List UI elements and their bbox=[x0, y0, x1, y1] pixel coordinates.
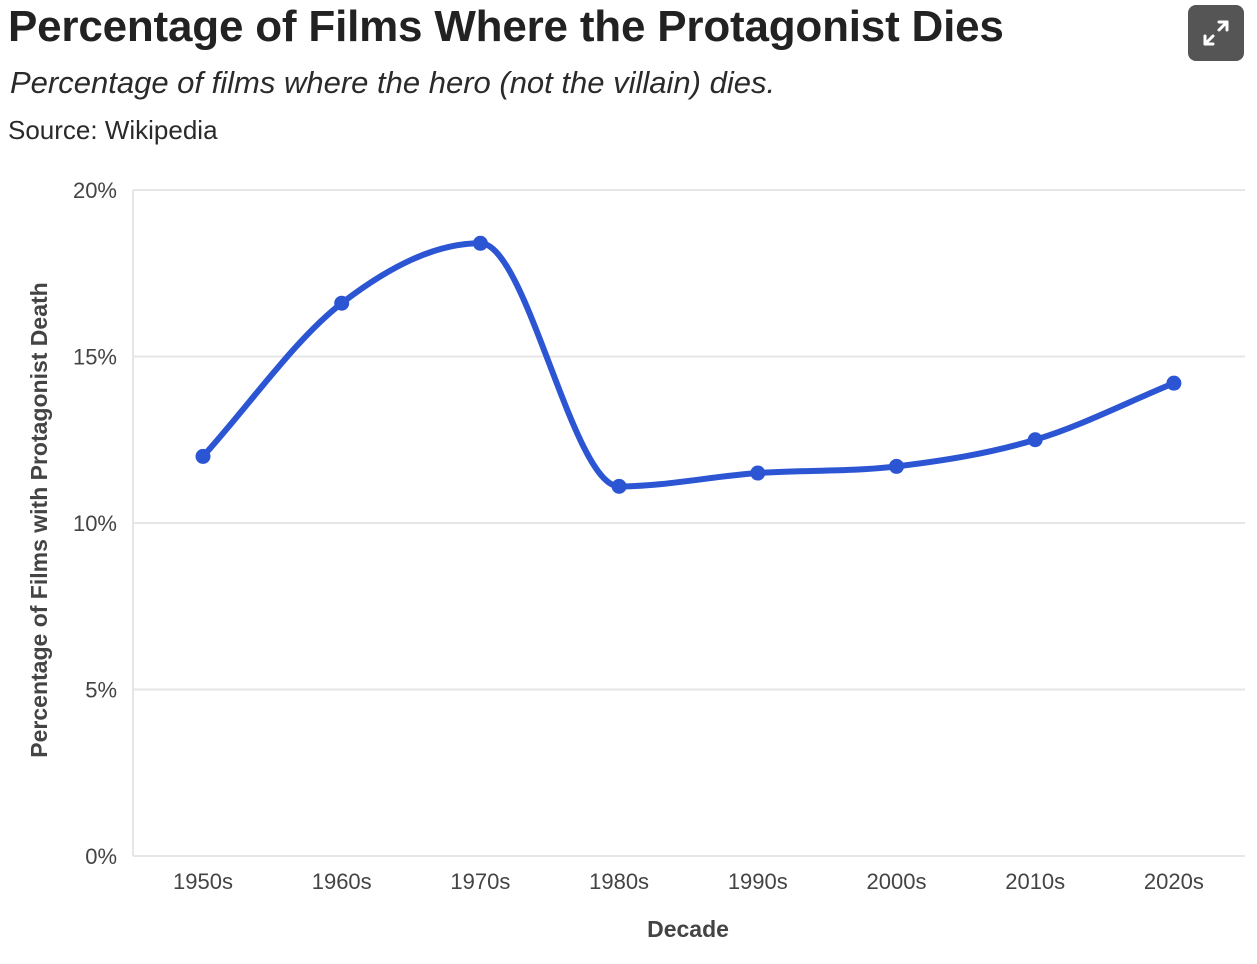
x-tick-label: 2010s bbox=[1005, 869, 1065, 894]
x-tick-label: 1960s bbox=[312, 869, 372, 894]
y-tick-label: 5% bbox=[85, 678, 117, 703]
data-point-2000s[interactable] bbox=[889, 458, 904, 474]
data-point-1990s[interactable] bbox=[750, 465, 766, 481]
chart-title: Percentage of Films Where the Protagonis… bbox=[8, 2, 1004, 51]
y-tick-label: 20% bbox=[73, 178, 117, 203]
expand-button[interactable] bbox=[1188, 5, 1244, 61]
data-point-1960s[interactable] bbox=[334, 295, 350, 311]
y-tick-label: 10% bbox=[73, 511, 117, 536]
y-axis-ticks: 0% 5% 10% 15% 20% bbox=[73, 178, 117, 869]
data-point-2010s[interactable] bbox=[1027, 432, 1043, 448]
expand-arrows-icon bbox=[1203, 20, 1229, 46]
x-tick-label: 1980s bbox=[589, 869, 649, 894]
x-axis-title: Decade bbox=[647, 916, 729, 942]
data-point-2020s[interactable] bbox=[1166, 375, 1182, 391]
series-line bbox=[200, 240, 1177, 490]
data-points bbox=[195, 235, 1182, 494]
data-point-1950s[interactable] bbox=[195, 448, 211, 464]
x-tick-label: 1970s bbox=[450, 869, 510, 894]
y-tick-label: 15% bbox=[73, 345, 117, 370]
x-tick-label: 1990s bbox=[728, 869, 788, 894]
chart-subtitle: Percentage of films where the hero (not … bbox=[10, 65, 776, 100]
x-tick-label: 1950s bbox=[173, 869, 233, 894]
y-tick-label: 0% bbox=[85, 844, 117, 869]
x-tick-label: 2020s bbox=[1144, 869, 1204, 894]
data-point-1970s[interactable] bbox=[472, 235, 488, 251]
x-tick-label: 2000s bbox=[867, 869, 927, 894]
x-axis-ticks: 1950s 1960s 1970s 1980s 1990s 2000s 2010s 2020s bbox=[173, 869, 1204, 894]
data-point-1980s[interactable] bbox=[611, 478, 627, 494]
grid-lines bbox=[132, 189, 1245, 857]
y-axis-title: Percentage of Films with Protagonist Dea… bbox=[26, 282, 52, 757]
chart-source: Source: Wikipedia bbox=[8, 115, 218, 145]
